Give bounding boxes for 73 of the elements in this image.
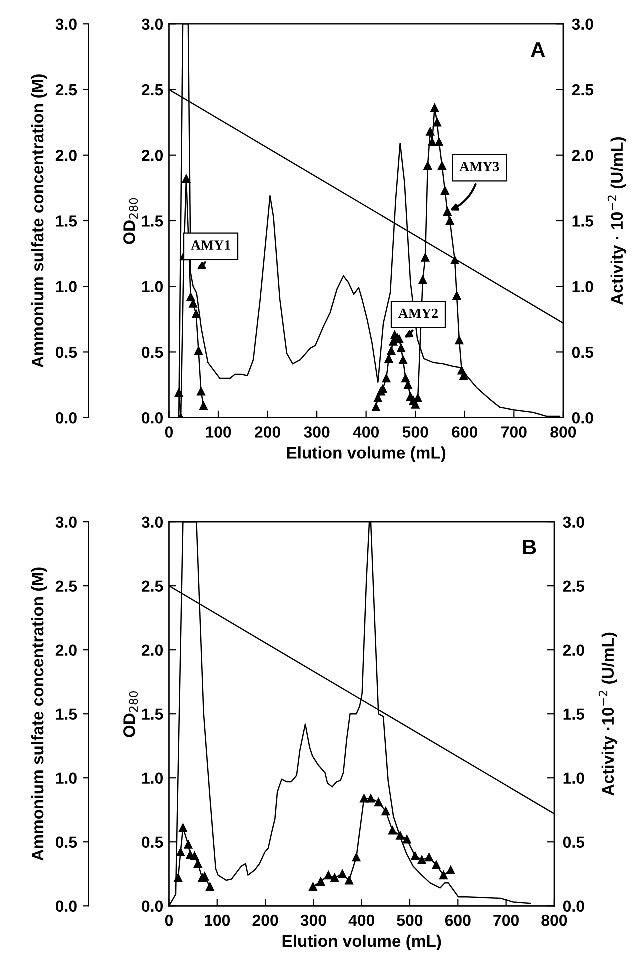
y3-tick-label: 1.5: [56, 708, 78, 720]
x-tick-label: 200: [252, 914, 278, 926]
x-tick-label: 200: [255, 426, 280, 438]
y-tick-label: 2.5: [142, 84, 164, 96]
y2-tick-label: 2.5: [572, 84, 594, 96]
y2-tick-label: 3.0: [572, 18, 594, 30]
text: B: [523, 540, 536, 554]
y3-tick-label: 2.5: [56, 84, 78, 96]
x-tick-label: 400: [353, 426, 380, 438]
y-tick-label: 1.5: [142, 708, 164, 720]
y2-tick-label: 1.0: [564, 772, 584, 784]
y2-tick-label: 0.0: [572, 412, 594, 424]
annotation: AMY3: [460, 162, 500, 172]
x-tick-label: 600: [445, 914, 471, 926]
y3-tick-label: 1.5: [56, 216, 78, 227]
text: A: [531, 42, 546, 57]
y-tick-label: 1.0: [142, 281, 164, 293]
y2-tick-label: 0.5: [572, 346, 594, 358]
y-tick-label: 0.5: [142, 346, 164, 358]
y-tick-label: 3.0: [142, 18, 164, 30]
x-axis-title: Elution volume (mL): [287, 446, 446, 462]
x-tick-label: 800: [550, 426, 576, 438]
y-tick-label: 2.0: [142, 150, 164, 162]
x-tick-label: 500: [402, 426, 428, 438]
y2-tick-label: 3.0: [563, 516, 584, 528]
y2-axis-title: Activity · 10$^{−2}$ (U/mL): [608, 137, 626, 305]
annotation: AMY2: [398, 308, 438, 318]
y-tick-label: 1.5: [142, 216, 164, 227]
y-tick-label: 0.0: [142, 412, 164, 424]
y3-tick-label: 0.0: [56, 900, 77, 912]
x-tick-label: 600: [452, 426, 478, 438]
x-tick-label: 400: [348, 914, 375, 926]
y2-tick-label: 1.5: [564, 708, 585, 720]
y-tick-label: 0.0: [142, 900, 164, 912]
y-tick-label: 2.0: [142, 644, 164, 656]
y3-tick-label: 2.0: [56, 150, 77, 162]
y2-axis-title: Activity ·10$^{−2}$ (U/mL): [598, 632, 618, 796]
x-tick-label: 700: [494, 914, 519, 926]
x-axis-title: Elution volume (mL): [282, 934, 442, 950]
y3-tick-label: 3.0: [56, 18, 77, 30]
y2-tick-label: 2.5: [563, 580, 585, 592]
annotation: AMY1: [191, 240, 230, 250]
x-tick-label: 100: [206, 426, 232, 438]
y3-tick-label: 3.0: [56, 516, 77, 528]
y-axis-title: Ammonium sulfate concentration (M): [31, 568, 48, 861]
x-tick-label: 100: [205, 914, 230, 926]
x-tick-label: 0: [165, 426, 174, 438]
y3-axis-title: OD$_{280}$: [124, 691, 138, 738]
y3-axis-title: OD$_{280}$: [124, 198, 138, 244]
x-tick-label: 300: [304, 426, 330, 438]
y2-tick-label: 1.5: [572, 216, 594, 227]
x-tick-label: 0: [165, 914, 174, 926]
y2-tick-label: 1.0: [572, 281, 594, 293]
y2-tick-label: 0.5: [563, 836, 585, 848]
y-tick-label: 1.0: [142, 772, 164, 784]
y-tick-label: 3.0: [142, 516, 164, 528]
y-tick-label: 0.5: [142, 836, 164, 848]
y3-tick-label: 0.0: [56, 412, 77, 424]
y-tick-label: 2.5: [142, 580, 164, 592]
x-tick-label: 700: [502, 426, 527, 438]
y2-tick-label: 0.0: [563, 900, 584, 912]
y3-tick-label: 0.5: [56, 346, 78, 358]
x-tick-label: 800: [542, 914, 568, 926]
y3-tick-label: 1.0: [56, 772, 77, 784]
y2-tick-label: 2.0: [563, 644, 584, 656]
y3-tick-label: 2.5: [56, 580, 78, 592]
y2-tick-label: 2.0: [572, 150, 594, 162]
x-tick-label: 500: [397, 914, 423, 926]
x-tick-label: 300: [300, 914, 326, 926]
y3-tick-label: 0.5: [56, 836, 78, 848]
y3-tick-label: 2.0: [56, 644, 77, 656]
y-axis-title: Ammonium sulfate concentration (M): [31, 74, 48, 368]
y3-tick-label: 1.0: [56, 281, 77, 293]
